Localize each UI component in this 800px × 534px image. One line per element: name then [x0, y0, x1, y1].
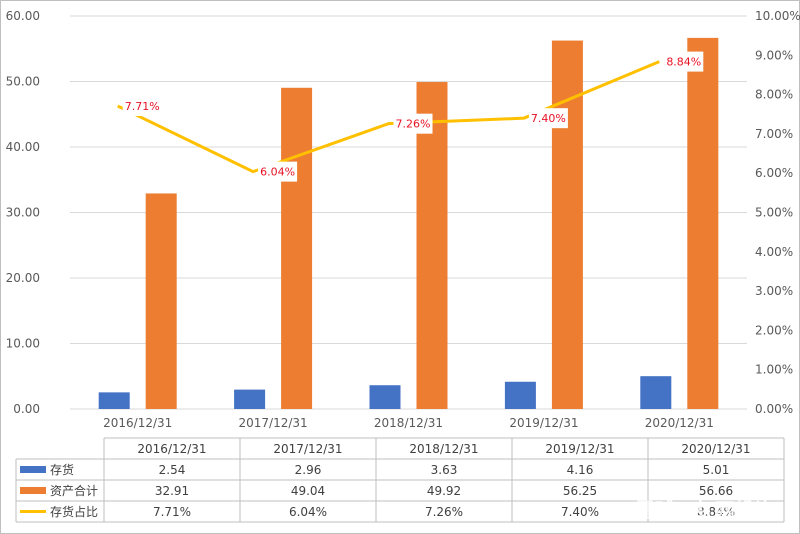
table-header: 2017/12/31 — [273, 442, 342, 456]
bar-inventory — [234, 389, 266, 409]
table-cell: 2.54 — [159, 463, 186, 477]
x-tick-label: 2020/12/31 — [645, 416, 714, 430]
y-right-tick: 6.00% — [755, 166, 793, 180]
bar-inventory — [369, 385, 401, 409]
x-tick-label: 2017/12/31 — [239, 416, 308, 430]
y-axis-left: 0.00 10.00 20.00 30.00 40.00 50.00 60.00 — [6, 9, 40, 416]
table-cell: 7.26% — [425, 505, 463, 519]
legend-label: 资产合计 — [50, 483, 98, 498]
bars — [98, 37, 719, 410]
data-label-box — [528, 108, 568, 129]
y-left-tick: 20.00 — [6, 271, 40, 285]
y-right-tick: 3.00% — [755, 284, 793, 298]
y-right-tick: 8.00% — [755, 88, 793, 102]
y-left-tick: 60.00 — [6, 9, 40, 23]
x-axis: 2016/12/31 2017/12/31 2018/12/31 2019/12/31… — [103, 416, 714, 430]
y-right-tick: 1.00% — [755, 363, 793, 377]
bar-total-assets — [281, 87, 313, 410]
table-cell: 49.92 — [427, 484, 461, 498]
bar-inventory — [98, 392, 130, 409]
gridlines — [70, 15, 747, 410]
y-left-tick: 0.00 — [13, 402, 40, 416]
table-cell: 5.01 — [703, 463, 730, 477]
bar-total-assets — [687, 37, 719, 409]
table-cell: 8.84% — [697, 505, 735, 519]
table-cell: 56.66 — [699, 484, 733, 498]
table-header: 2016/12/31 — [137, 442, 206, 456]
table-cell: 3.63 — [431, 463, 458, 477]
y-right-tick: 7.00% — [755, 127, 793, 141]
table-cell: 7.40% — [561, 505, 599, 519]
data-label: 7.26% — [396, 118, 431, 131]
data-label-box — [393, 113, 433, 134]
table-cell: 32.91 — [155, 484, 189, 498]
y-right-tick: 0.00% — [755, 402, 793, 416]
ratio-line: 7.71% 6.04% 7.26% 7.40% 8.84% — [117, 51, 704, 182]
y-right-tick: 5.00% — [755, 206, 793, 220]
table-cell: 56.25 — [563, 484, 597, 498]
table-header: 2018/12/31 — [409, 442, 478, 456]
y-left-tick: 10.00 — [6, 337, 40, 351]
bar-total-assets — [551, 40, 583, 409]
legend-label: 存货 — [50, 462, 74, 477]
data-label: 7.40% — [531, 112, 566, 125]
bar-inventory — [504, 381, 536, 409]
y-right-tick: 4.00% — [755, 245, 793, 259]
x-tick-label: 2018/12/31 — [374, 416, 443, 430]
y-right-tick: 9.00% — [755, 48, 793, 62]
table-cell: 49.04 — [291, 484, 325, 498]
y-right-tick: 10.00% — [755, 9, 800, 23]
table-header: 2020/12/31 — [681, 442, 750, 456]
data-label-box — [122, 95, 162, 116]
data-label-box — [258, 161, 298, 182]
y-right-tick: 2.00% — [755, 323, 793, 337]
table-cell: 7.71% — [153, 505, 191, 519]
y-axis-right: 0.00% 1.00% 2.00% 3.00% 4.00% 5.00% 6.00% 7.00%… — [755, 9, 800, 416]
bar-total-assets — [145, 193, 177, 409]
data-label-box — [664, 51, 704, 72]
y-left-tick: 30.00 — [6, 206, 40, 220]
legend-key-bar — [20, 487, 46, 494]
data-label: 6.04% — [260, 166, 295, 179]
x-tick-label: 2019/12/31 — [509, 416, 578, 430]
table-cell: 2.96 — [295, 463, 322, 477]
bar-total-assets — [416, 82, 448, 410]
legend-label: 存货占比 — [50, 504, 98, 519]
y-left-tick: 40.00 — [6, 140, 40, 154]
table-header: 2019/12/31 — [545, 442, 614, 456]
data-label: 7.71% — [125, 100, 160, 113]
watermark: 雪球：红网投资 — [635, 498, 775, 522]
bar-inventory — [640, 376, 672, 409]
data-table: 2016/12/31 2017/12/31 2018/12/31 2019/12/31… — [15, 437, 785, 523]
x-tick-label: 2016/12/31 — [103, 416, 172, 430]
y-left-tick: 50.00 — [6, 75, 40, 89]
table-cell: 6.04% — [289, 505, 327, 519]
ratio-line-path — [117, 60, 660, 174]
data-label: 8.84% — [666, 56, 701, 69]
legend-key-bar — [20, 466, 46, 473]
table-cell: 4.16 — [567, 463, 594, 477]
